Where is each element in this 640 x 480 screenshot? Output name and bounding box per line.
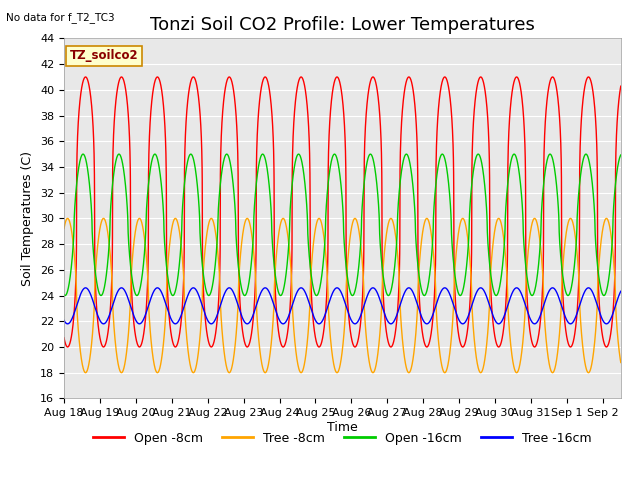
Y-axis label: Soil Temperatures (C): Soil Temperatures (C) <box>22 151 35 286</box>
Open -8cm <box>60 335 68 341</box>
Line: Open -16cm: Open -16cm <box>64 154 621 296</box>
Tree -16cm <box>617 288 625 294</box>
Open -16cm <box>564 293 572 299</box>
Tree -16cm <box>476 285 483 291</box>
Tree -8cm <box>422 216 430 222</box>
Tree -8cm <box>273 247 281 253</box>
Tree -8cm <box>603 216 611 221</box>
Tree -8cm <box>518 348 525 354</box>
Open -16cm <box>422 290 430 296</box>
Tree -8cm <box>60 226 68 231</box>
Legend: Open -8cm, Tree -8cm, Open -16cm, Tree -16cm: Open -8cm, Tree -8cm, Open -16cm, Tree -… <box>88 427 596 450</box>
Tree -16cm <box>603 321 611 327</box>
Open -8cm <box>161 131 169 136</box>
Tree -8cm <box>161 319 169 324</box>
Tree -8cm <box>118 370 125 375</box>
Open -16cm <box>394 205 402 211</box>
Open -16cm <box>518 197 525 203</box>
Open -16cm <box>161 248 169 253</box>
Line: Tree -16cm: Tree -16cm <box>64 288 621 324</box>
Open -8cm <box>273 313 281 319</box>
Line: Open -8cm: Open -8cm <box>64 77 621 347</box>
Open -8cm <box>476 75 483 81</box>
Tree -16cm <box>161 300 169 305</box>
Text: No data for f_T2_TC3: No data for f_T2_TC3 <box>6 12 115 23</box>
Title: Tonzi Soil CO2 Profile: Lower Temperatures: Tonzi Soil CO2 Profile: Lower Temperatur… <box>150 16 535 34</box>
Tree -16cm <box>422 321 430 326</box>
Open -8cm <box>394 301 402 307</box>
Open -16cm <box>617 152 625 158</box>
Tree -16cm <box>518 292 525 298</box>
X-axis label: Time: Time <box>327 421 358 434</box>
Tree -16cm <box>60 317 68 323</box>
Tree -8cm <box>617 360 625 365</box>
Tree -16cm <box>394 309 402 314</box>
Open -8cm <box>118 74 125 80</box>
Tree -16cm <box>273 311 281 317</box>
Tree -8cm <box>476 369 483 374</box>
Open -8cm <box>518 95 525 101</box>
Open -8cm <box>603 344 611 350</box>
Tree -16cm <box>118 285 125 291</box>
Open -16cm <box>273 282 281 288</box>
Open -16cm <box>223 151 230 157</box>
Open -8cm <box>422 344 430 349</box>
Tree -8cm <box>394 257 402 263</box>
Text: TZ_soilco2: TZ_soilco2 <box>70 49 138 62</box>
Open -8cm <box>617 84 625 89</box>
Open -16cm <box>476 153 483 158</box>
Open -16cm <box>60 292 68 298</box>
Line: Tree -8cm: Tree -8cm <box>64 218 621 372</box>
